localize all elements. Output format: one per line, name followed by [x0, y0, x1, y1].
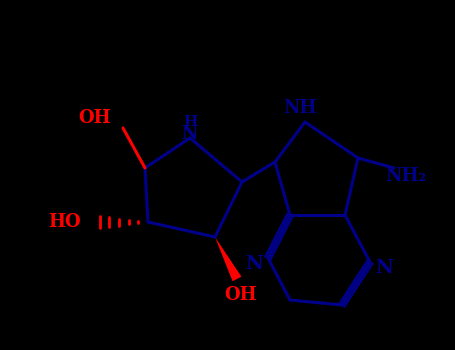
Text: HO: HO [48, 213, 81, 231]
Text: NH: NH [283, 99, 317, 117]
Text: N: N [375, 259, 393, 277]
Text: N: N [245, 255, 263, 273]
Text: NH₂: NH₂ [385, 167, 427, 185]
Text: N: N [182, 125, 198, 143]
Polygon shape [215, 237, 242, 281]
Text: H: H [183, 115, 197, 129]
Text: OH: OH [79, 109, 111, 127]
Text: OH: OH [225, 286, 258, 304]
